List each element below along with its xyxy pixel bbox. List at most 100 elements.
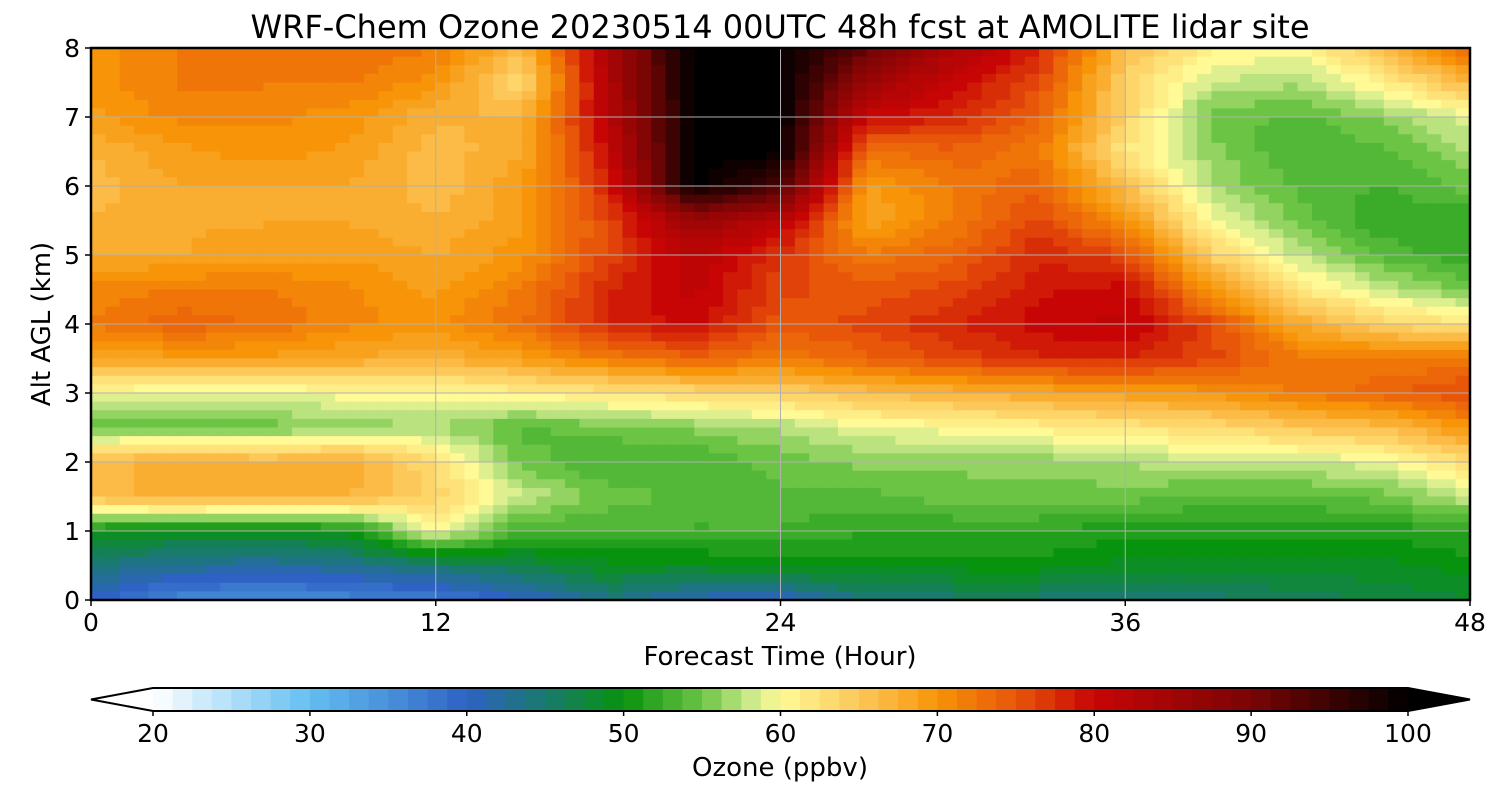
heatmap-cell xyxy=(263,375,279,385)
heatmap-cell xyxy=(1326,246,1342,256)
heatmap-cell xyxy=(191,220,207,230)
heatmap-cell xyxy=(1211,48,1227,58)
heatmap-cell xyxy=(105,229,121,239)
heatmap-cell xyxy=(895,444,911,454)
heatmap-cell xyxy=(1153,65,1169,75)
heatmap-cell xyxy=(306,220,322,230)
heatmap-cell xyxy=(1211,341,1227,351)
heatmap-cell xyxy=(1067,211,1083,222)
heatmap-cell xyxy=(521,367,537,377)
heatmap-cell xyxy=(421,453,437,463)
heatmap-cell xyxy=(148,194,164,204)
heatmap-cell xyxy=(392,298,408,308)
heatmap-cell xyxy=(651,108,667,118)
heatmap-cell xyxy=(809,56,825,66)
heatmap-cell xyxy=(1297,91,1313,101)
heatmap-cell xyxy=(134,332,150,342)
heatmap-cell xyxy=(521,177,537,187)
heatmap-cell xyxy=(306,82,322,92)
heatmap-cell xyxy=(493,367,509,377)
heatmap-cell xyxy=(277,56,293,66)
heatmap-cell xyxy=(320,272,336,282)
heatmap-cell xyxy=(1139,255,1155,265)
heatmap-cell xyxy=(866,220,882,230)
heatmap-cell xyxy=(435,444,451,454)
heatmap-cell xyxy=(306,324,322,334)
heatmap-cell xyxy=(1254,427,1270,437)
heatmap-cell xyxy=(521,263,537,273)
heatmap-cell xyxy=(723,418,738,429)
heatmap-cell xyxy=(780,91,796,101)
heatmap-cell xyxy=(234,142,250,153)
heatmap-cell xyxy=(478,73,494,84)
heatmap-cell xyxy=(924,358,940,368)
heatmap-cell xyxy=(737,375,753,385)
heatmap-cell xyxy=(450,160,466,170)
heatmap-cell xyxy=(794,298,810,308)
heatmap-cell xyxy=(220,462,236,472)
heatmap-cell xyxy=(177,487,193,498)
heatmap-cell xyxy=(1254,315,1270,325)
heatmap-cell xyxy=(1412,393,1428,403)
heatmap-cell xyxy=(952,177,968,187)
heatmap-cell xyxy=(881,393,897,403)
heatmap-cell xyxy=(1082,272,1098,282)
heatmap-cell xyxy=(565,108,580,118)
heatmap-cell xyxy=(1340,117,1356,127)
heatmap-cell xyxy=(335,384,351,394)
heatmap-cell xyxy=(1153,427,1169,437)
heatmap-cell xyxy=(1254,134,1270,144)
heatmap-cell xyxy=(1053,462,1069,472)
heatmap-cell xyxy=(665,306,681,316)
heatmap-cell xyxy=(392,134,408,144)
heatmap-cell xyxy=(1283,99,1299,109)
heatmap-cell xyxy=(1355,479,1371,489)
heatmap-cell xyxy=(837,298,853,308)
heatmap-cell xyxy=(1283,487,1299,498)
heatmap-cell xyxy=(924,255,940,265)
heatmap-cell xyxy=(579,418,595,429)
heatmap-cell xyxy=(1110,367,1126,377)
heatmap-cell xyxy=(766,56,782,66)
heatmap-cell xyxy=(249,410,264,420)
heatmap-cell xyxy=(1182,237,1198,247)
heatmap-cell xyxy=(1067,272,1083,282)
heatmap-cell xyxy=(320,108,336,118)
heatmap-cell xyxy=(1455,91,1470,101)
heatmap-cell xyxy=(579,211,595,222)
heatmap-cell xyxy=(565,255,580,265)
heatmap-cell xyxy=(1426,410,1442,420)
heatmap-cell xyxy=(105,211,121,222)
heatmap-cell xyxy=(608,487,624,498)
heatmap-cell xyxy=(1240,289,1256,299)
heatmap-cell xyxy=(464,418,480,429)
heatmap-cell xyxy=(1254,255,1270,265)
heatmap-cell xyxy=(565,427,580,437)
heatmap-cell xyxy=(1326,151,1342,161)
heatmap-cell xyxy=(1297,315,1313,325)
heatmap-cell xyxy=(277,487,293,498)
heatmap-cell xyxy=(1053,367,1069,377)
heatmap-cell xyxy=(608,229,624,239)
heatmap-cell xyxy=(924,91,940,101)
heatmap-cell xyxy=(1197,134,1213,144)
heatmap-cell xyxy=(392,401,408,411)
heatmap-cell xyxy=(751,280,767,291)
heatmap-cell xyxy=(1153,332,1169,342)
heatmap-cell xyxy=(565,341,580,351)
heatmap-cell xyxy=(91,65,106,75)
heatmap-cell xyxy=(234,487,250,498)
heatmap-cell xyxy=(1168,427,1184,437)
heatmap-cell xyxy=(205,73,221,84)
heatmap-cell xyxy=(292,358,308,368)
heatmap-cell xyxy=(363,142,379,153)
heatmap-cell xyxy=(823,272,839,282)
heatmap-cell xyxy=(1398,315,1414,325)
heatmap-cell xyxy=(952,444,968,454)
heatmap-cell xyxy=(421,73,437,84)
heatmap-cell xyxy=(392,479,408,489)
heatmap-cell xyxy=(1024,375,1040,385)
heatmap-cell xyxy=(1139,117,1155,127)
heatmap-cell xyxy=(134,401,150,411)
heatmap-cell xyxy=(766,99,782,109)
